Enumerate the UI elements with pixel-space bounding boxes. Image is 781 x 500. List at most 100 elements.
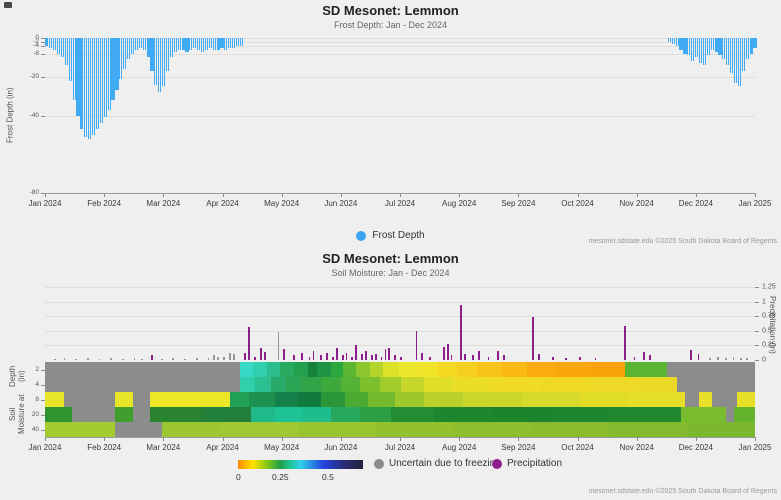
soil-moisture-cell <box>344 392 368 407</box>
frost-bar <box>49 38 51 48</box>
frost-bar <box>204 38 207 50</box>
menu-icon[interactable] <box>4 2 12 8</box>
month-label: Apr 2024 <box>206 199 239 208</box>
frost-bar <box>93 38 96 135</box>
precipitation-bar <box>503 355 505 360</box>
uncertain-bar <box>98 358 101 360</box>
frost-bar <box>92 38 94 135</box>
frost-bar <box>134 38 137 50</box>
frost-bar <box>181 38 183 50</box>
gridline <box>45 38 755 39</box>
frost-bar <box>58 38 61 54</box>
precipitation-bar <box>263 352 266 360</box>
month-tick <box>281 437 283 441</box>
precip-tick-label: 1 <box>762 298 766 306</box>
precipitation-bar <box>394 355 397 360</box>
precipitation-bar <box>341 355 344 360</box>
precipitation-bar <box>380 356 383 360</box>
frost-bar <box>47 38 49 46</box>
month-tick <box>400 437 401 441</box>
soil-moisture-cell <box>527 362 555 377</box>
frost-bar <box>127 38 129 60</box>
precipitation-bar <box>345 352 348 360</box>
y-tick <box>41 193 45 194</box>
precipitation-bar <box>594 358 597 360</box>
soil-moisture-cell <box>229 392 250 407</box>
frost-bar <box>222 38 224 48</box>
precipitation-bar <box>623 326 626 360</box>
month-tick <box>222 437 224 441</box>
soil-moisture-cell <box>463 392 522 407</box>
precipitation-bar <box>697 354 700 360</box>
frost-bar <box>171 38 173 58</box>
uncertain-bar <box>277 331 280 360</box>
uncertain-bar <box>63 358 66 360</box>
soil-moisture-cell <box>375 422 454 437</box>
frost-bar <box>113 38 115 100</box>
soil-moisture-cell <box>550 407 610 422</box>
frost-bar <box>70 38 72 81</box>
soil-moisture-cell <box>476 362 503 377</box>
legend-item-precipitation[interactable]: Precipitation <box>492 458 562 469</box>
soil-moisture-cell <box>239 377 256 392</box>
soil-moisture-cell <box>330 362 343 377</box>
frost-bar <box>117 38 119 91</box>
frost-bar <box>220 38 222 48</box>
precipitation-bar <box>283 349 286 360</box>
precipitation-bar <box>388 348 391 360</box>
frost-bar <box>84 38 86 137</box>
y-tick-label: -8 <box>33 49 39 57</box>
frost-bar <box>128 38 131 60</box>
frost-bar <box>218 38 220 50</box>
precip-gridline <box>45 316 755 318</box>
frost-bar <box>237 38 240 46</box>
frost-depth-legend-label[interactable]: Frost Depth <box>372 230 425 241</box>
gridline <box>45 45 755 47</box>
frost-bar <box>173 38 175 52</box>
y-tick-label: -80 <box>29 188 39 196</box>
frost-bar <box>720 38 722 56</box>
legend-item-uncertain[interactable]: Uncertain due to freezing <box>374 458 501 469</box>
month-tick <box>636 193 638 197</box>
soil-moisture-cell <box>369 362 384 377</box>
precipitation-bar <box>565 357 568 360</box>
month-label: Oct 2024 <box>561 199 594 208</box>
soil-moisture-cell <box>301 377 322 392</box>
frost-bar <box>138 38 140 48</box>
precip-tick-label: 0.25 <box>762 341 776 349</box>
frost-bar <box>755 38 757 48</box>
frost-bar <box>669 38 671 42</box>
frost-bar <box>55 38 57 50</box>
frost-bar <box>76 38 78 116</box>
frost-bar <box>191 38 193 50</box>
frost-bar <box>109 38 111 110</box>
precipitation-bar <box>331 356 334 360</box>
soil-moisture-cell <box>434 407 493 422</box>
soil-chart-title: SD Mesonet: Lemmon <box>322 251 459 266</box>
frost-plot-area[interactable]: 0 -2 -4 -8 -20 -40 -80 Jan 2024 Feb 2024 Mar 2024… <box>0 0 781 250</box>
soil-legend: 0 0.25 0.5 Uncertain due to freezing Pre… <box>0 456 781 486</box>
frost-bar <box>698 38 701 64</box>
frost-bar <box>88 38 90 139</box>
precipitation-bar <box>151 355 153 360</box>
soil-moisture-cell <box>554 362 590 377</box>
uncertain-bar <box>232 354 235 360</box>
month-tick <box>695 193 697 197</box>
frost-bar <box>68 38 70 81</box>
frost-bar <box>53 38 55 50</box>
month-tick <box>518 193 520 197</box>
precip-tick <box>755 360 759 361</box>
soil-moisture-cell <box>624 362 668 377</box>
frost-bar <box>200 38 203 52</box>
soil-moisture-cell <box>356 362 370 377</box>
month-tick <box>459 193 461 197</box>
soil-moisture-cell <box>297 422 376 437</box>
depth-tick <box>41 399 45 401</box>
frost-bar <box>90 38 92 139</box>
soil-plot-area[interactable]: 0 0.25 0.5 0.75 1 1.25 2 4 8 20 40 Jan 2024 Feb 2024… <box>0 250 781 455</box>
frost-bar <box>206 38 208 50</box>
soil-moisture-cell <box>45 392 65 407</box>
precipitation-bar <box>370 355 373 360</box>
frost-bar <box>704 38 706 66</box>
soil-moisture-cell <box>360 407 392 422</box>
